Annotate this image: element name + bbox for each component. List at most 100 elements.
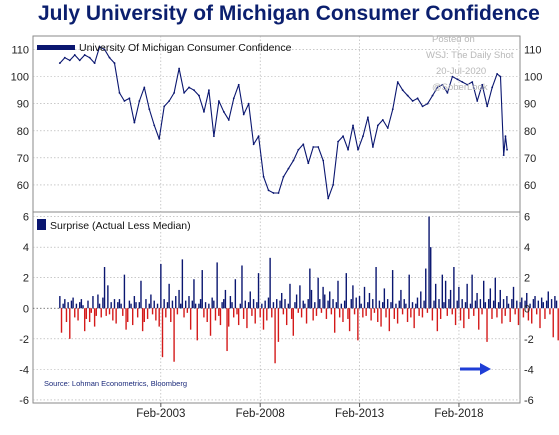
surprise-bar: [439, 308, 442, 319]
surprise-bar: [557, 308, 559, 341]
surprise-bar: [535, 308, 538, 315]
surprise-bar: [483, 280, 485, 309]
surprise-bar: [393, 308, 395, 319]
confidence-point: [188, 86, 190, 89]
surprise-bar: [113, 299, 116, 309]
surprise-bar: [425, 268, 427, 309]
surprise-bar: [481, 308, 483, 315]
surprise-bar: [519, 302, 521, 309]
confidence-point: [113, 62, 116, 64]
surprise-bar: [274, 308, 276, 364]
surprise-bar: [360, 303, 362, 309]
surprise-bar: [105, 308, 107, 316]
surprise-bar: [529, 303, 531, 309]
surprise-bar: [322, 286, 324, 309]
surprise-bar: [151, 308, 154, 315]
surprise-bar: [486, 308, 488, 342]
confidence-point: [376, 124, 379, 127]
surprise-bar: [428, 216, 430, 309]
confidence-point: [406, 94, 409, 97]
surprise-bar: [458, 286, 460, 309]
surprise-bar: [117, 302, 119, 309]
confidence-point: [247, 102, 250, 105]
surprise-bar: [453, 267, 455, 309]
surprise-bar: [478, 308, 480, 330]
surprise-bar: [219, 308, 222, 326]
surprise-bar: [178, 289, 180, 309]
confidence-point: [237, 83, 240, 86]
surprise-bar: [413, 308, 415, 329]
surprise-bar: [385, 308, 387, 318]
confidence-point: [312, 146, 315, 148]
surprise-bar: [241, 265, 243, 309]
surprise-bar: [218, 308, 220, 316]
surprise-bar: [244, 300, 246, 309]
confidence-point: [73, 54, 76, 56]
surprise-bar: [87, 300, 89, 309]
confidence-point: [499, 75, 502, 78]
surprise-bar: [98, 303, 101, 309]
surprise-bar: [196, 308, 198, 341]
top-y-tick-left: 90: [17, 99, 29, 111]
confidence-point: [272, 192, 275, 194]
surprise-bar: [83, 308, 86, 332]
confidence-point: [277, 192, 280, 194]
surprise-bar: [343, 300, 346, 309]
surprise-bar: [140, 280, 142, 309]
surprise-bar: [276, 299, 278, 309]
surprise-bar: [228, 308, 230, 327]
surprise-bar: [175, 296, 177, 309]
surprise-bar: [375, 267, 377, 309]
confidence-point: [471, 81, 474, 83]
bottom-y-tick-right: -4: [524, 364, 534, 376]
surprise-bar: [100, 308, 102, 318]
surprise-bar: [531, 308, 533, 324]
surprise-bar: [103, 267, 106, 309]
surprise-bar: [434, 283, 437, 309]
bottom-y-tick-right: -2: [524, 334, 534, 346]
confidence-point: [347, 148, 349, 151]
surprise-bar: [209, 308, 212, 336]
surprise-bar: [345, 273, 347, 309]
confidence-point: [307, 162, 310, 165]
surprise-bar: [141, 308, 144, 332]
surprise-bar: [155, 308, 157, 321]
surprise-bar: [120, 303, 122, 309]
confidence-point: [128, 97, 131, 100]
surprise-bar: [517, 308, 520, 326]
confidence-point: [78, 59, 81, 62]
surprise-bar: [415, 303, 417, 309]
surprise-bar: [122, 308, 124, 316]
surprise-bar: [112, 308, 114, 321]
surprise-bar: [256, 302, 258, 309]
surprise-bar: [315, 308, 318, 316]
watermark: Posted on WSJ: The Daily Shot 20-Jul-202…: [426, 34, 514, 93]
confidence-point: [371, 146, 374, 148]
surprise-bar: [156, 303, 159, 309]
surprise-bar: [492, 300, 495, 309]
confidence-point: [227, 119, 230, 121]
surprise-bar: [170, 308, 172, 323]
surprise-bar: [267, 297, 270, 309]
legend-top-label: University Of Michigan Consumer Confiden…: [79, 42, 292, 54]
surprise-bar: [443, 302, 445, 309]
surprise-bar: [287, 303, 290, 309]
confidence-point: [496, 73, 499, 75]
surprise-bar: [391, 270, 394, 309]
surprise-bar: [183, 308, 185, 318]
surprise-bar: [362, 308, 364, 318]
confidence-point: [396, 81, 399, 83]
surprise-bar: [554, 296, 556, 309]
surprise-bar: [463, 308, 465, 329]
surprise-bar: [484, 302, 487, 309]
surprise-bar: [74, 308, 76, 318]
surprise-bar: [436, 308, 439, 332]
surprise-bar: [188, 296, 190, 309]
top-y-tick-left: 110: [11, 45, 29, 57]
surprise-bar: [138, 302, 141, 309]
confidence-point: [158, 137, 161, 140]
surprise-bar: [335, 302, 338, 309]
surprise-bar: [526, 292, 528, 309]
surprise-bar: [459, 308, 462, 321]
